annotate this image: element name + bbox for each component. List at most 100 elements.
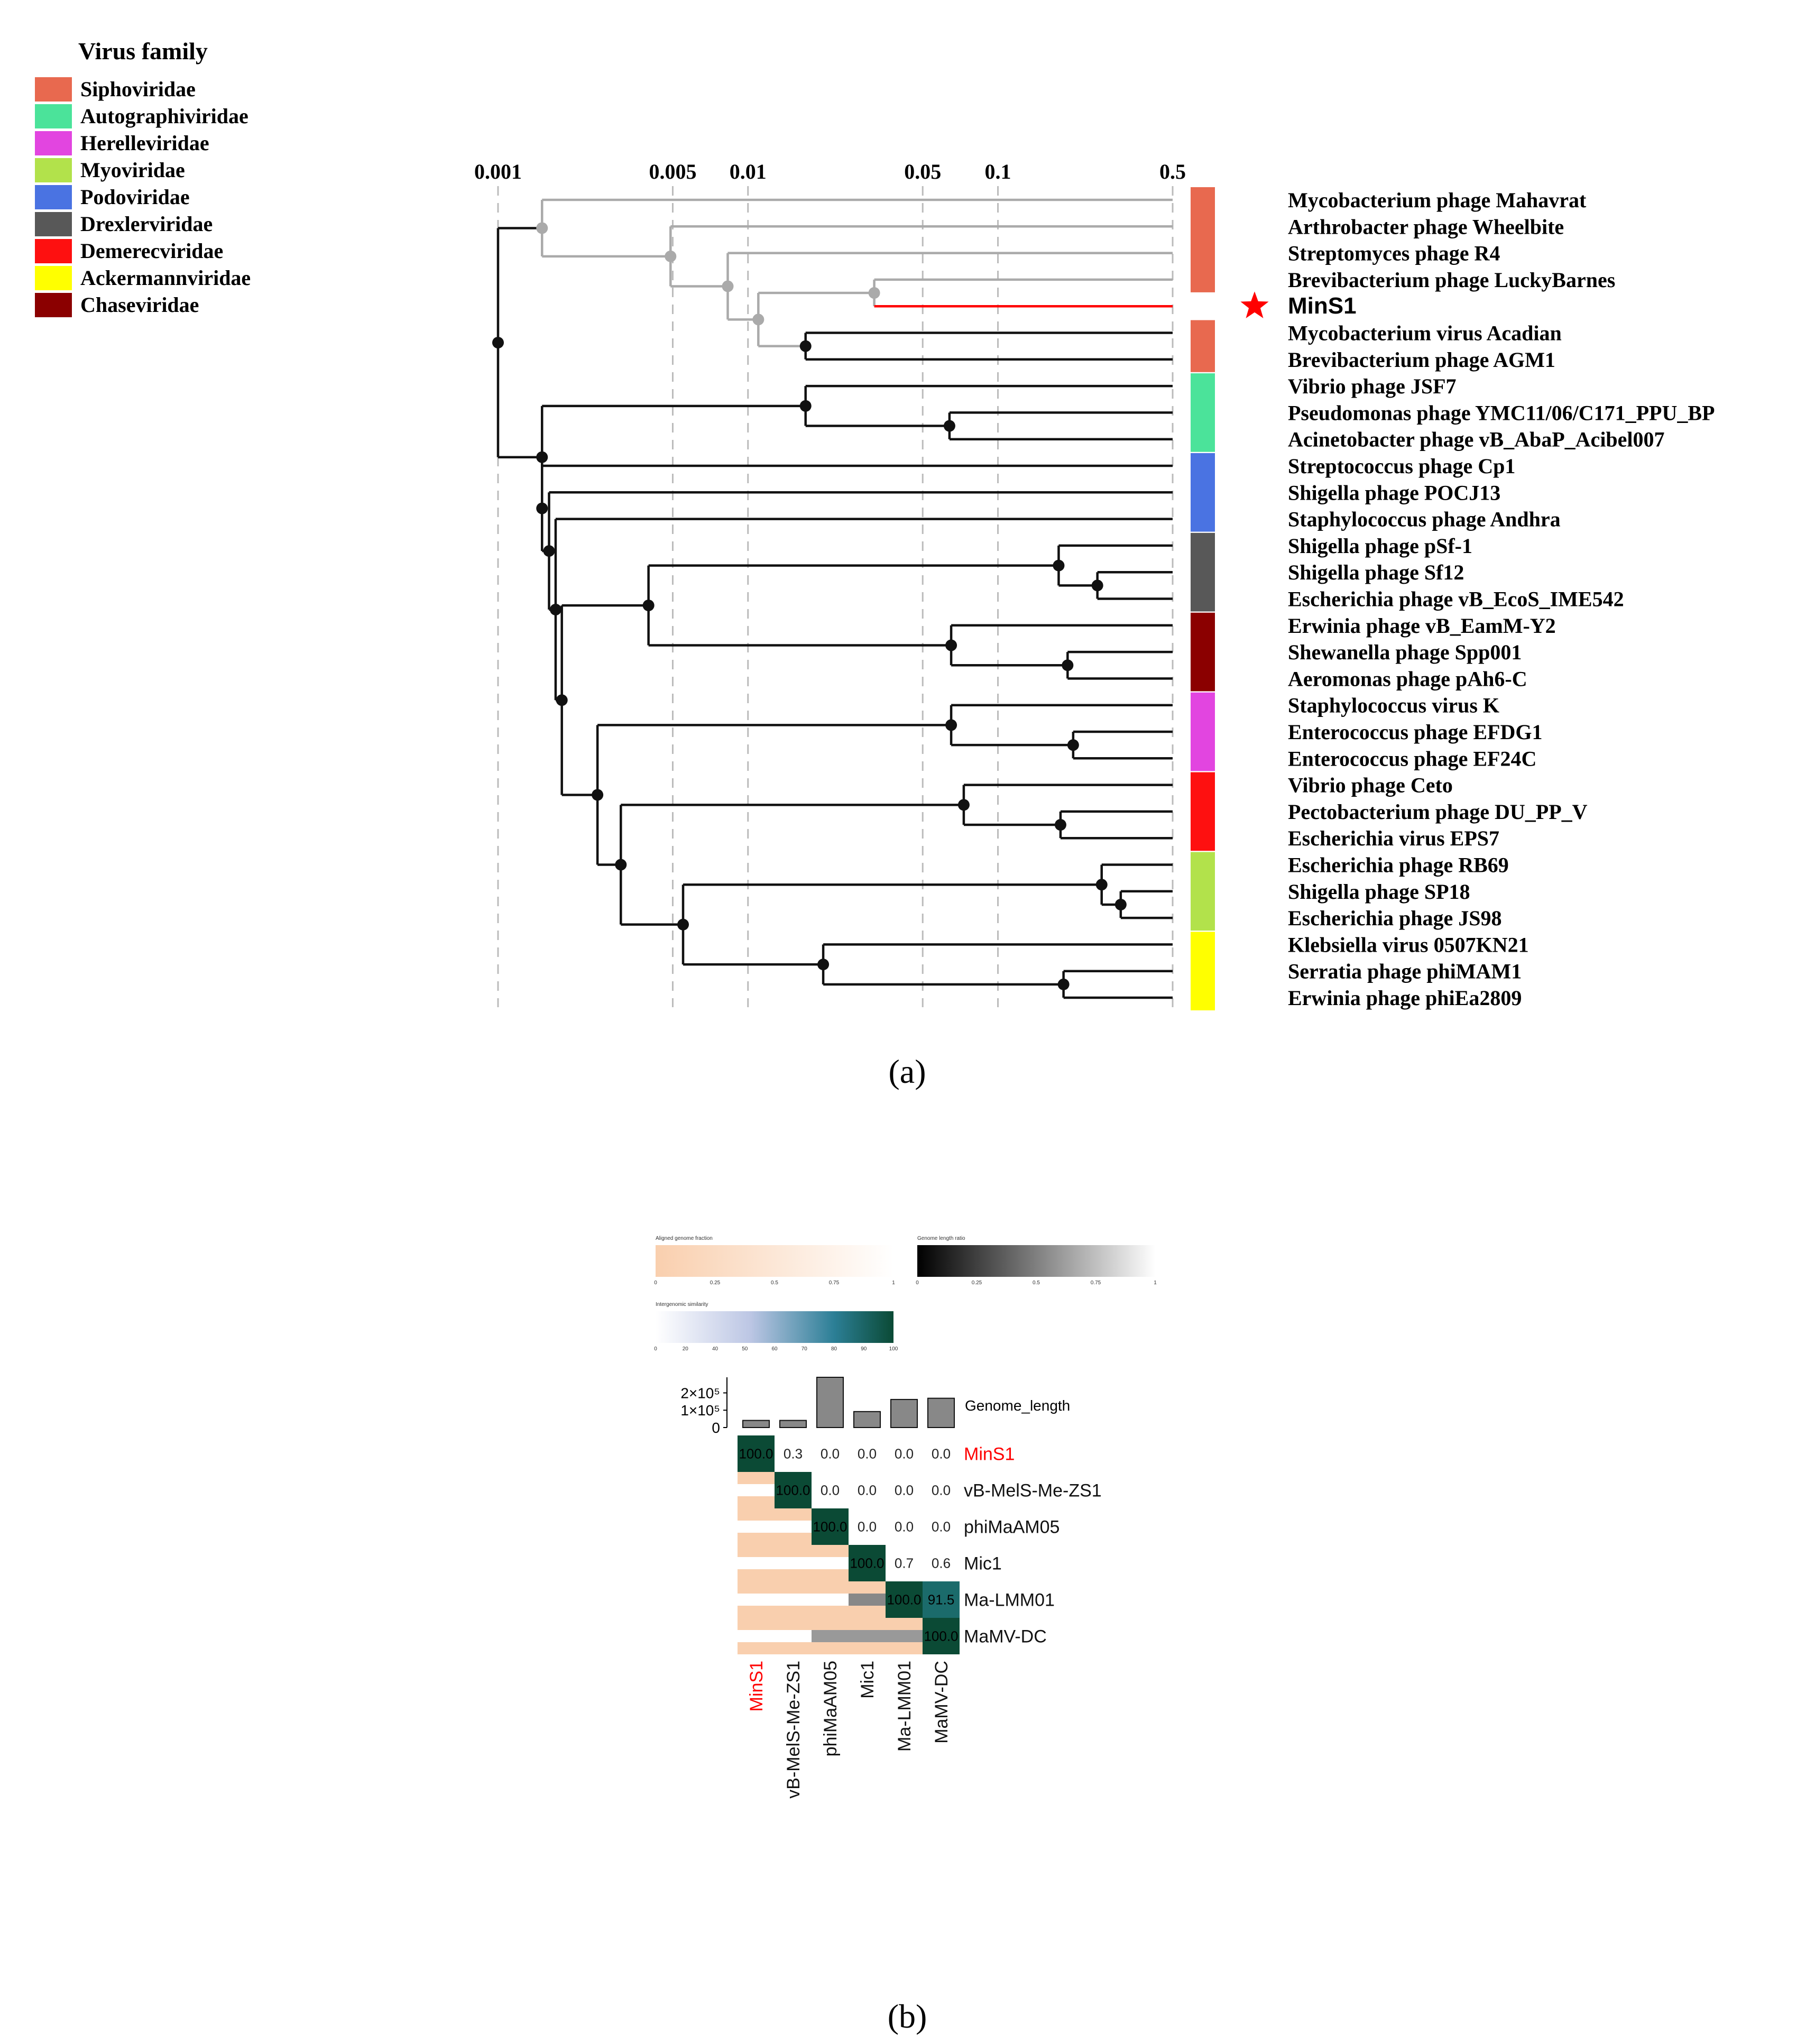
node-dot-b1 xyxy=(536,451,548,463)
heat-value-0-2: 0.0 xyxy=(821,1446,840,1462)
frac-cell-top-5-4 xyxy=(886,1618,923,1630)
frac-cell-bot-2-1 xyxy=(775,1533,812,1545)
genome-length-label: Genome_length xyxy=(965,1397,1070,1414)
scale-tick: 0 xyxy=(654,1280,657,1286)
bar-axis-label-2: 2×10⁵ xyxy=(680,1385,720,1401)
col-label-mins1: MinS1 xyxy=(747,1661,767,1711)
scale-title-intergenomic-similarity: Intergenomic similarity xyxy=(656,1302,708,1308)
tip-label-erwinia-phage-vb-eamm-y2: Erwinia phage vB_EamM-Y2 xyxy=(1288,614,1556,638)
color-scale-bar-0 xyxy=(656,1245,893,1277)
len-ratio-cell-5-3 xyxy=(849,1630,886,1642)
tip-label-erwinia-phage-phiea2809: Erwinia phage phiEa2809 xyxy=(1288,986,1522,1010)
tip-label-streptococcus-phage-cp1: Streptococcus phage Cp1 xyxy=(1288,454,1515,478)
frac-cell-top-4-1 xyxy=(775,1581,812,1594)
frac-cell-top-2-1 xyxy=(775,1508,812,1521)
heat-cell-0-0 xyxy=(738,1435,775,1472)
frac-cell-top-4-3 xyxy=(849,1581,886,1594)
heat-value-1-5: 0.0 xyxy=(932,1483,951,1498)
scale-tick: 1 xyxy=(1154,1280,1157,1286)
panel-b-caption: (b) xyxy=(888,1997,927,2035)
tip-label-pseudomonas-phage-ymc11-06-c171-ppu-bp: Pseudomonas phage YMC11/06/C171_PPU_BP xyxy=(1288,401,1715,425)
tip-label-serratia-phage-phimam1: Serratia phage phiMAM1 xyxy=(1288,960,1522,983)
color-scales: Aligned genome fraction 0 0.25 0.5 0.75 1 Geno… xyxy=(654,1236,1157,1352)
row-label-ma-lmm01: Ma-LMM01 xyxy=(964,1590,1055,1610)
tip-label-shigella-phage-psf-1: Shigella phage pSf-1 xyxy=(1288,534,1472,558)
node-dot-g1 xyxy=(536,222,548,234)
tip-label-enterococcus-phage-ef24c: Enterococcus phage EF24C xyxy=(1288,747,1536,770)
genome-length-bar-mic1 xyxy=(853,1411,881,1428)
frac-cell-bot-3-0 xyxy=(738,1569,775,1581)
node-dot-h0 xyxy=(677,918,689,931)
heat-value-0-3: 0.0 xyxy=(858,1446,877,1462)
heat-value-5-5: 100.0 xyxy=(924,1628,958,1644)
bar-axis-label-1: 1×10⁵ xyxy=(680,1402,720,1419)
heat-value-2-5: 0.0 xyxy=(932,1519,951,1535)
len-ratio-cell-3-1 xyxy=(775,1557,812,1569)
scale-tick: 0.25 xyxy=(972,1280,982,1286)
family-color-strip xyxy=(1191,187,1215,1010)
frac-cell-bot-5-1 xyxy=(775,1642,812,1654)
frac-cell-top-4-0 xyxy=(738,1581,775,1594)
len-ratio-cell-5-1 xyxy=(775,1630,812,1642)
heat-cell-1-1 xyxy=(775,1472,812,1508)
scale-tick: 0.5 xyxy=(1033,1280,1040,1286)
col-label-mic1: Mic1 xyxy=(858,1661,878,1699)
heat-value-2-2: 100.0 xyxy=(813,1519,847,1535)
tip-label-acinetobacter-phage-vb-abap-acibel007: Acinetobacter phage vB_AbaP_Acibel007 xyxy=(1288,428,1665,452)
node-dot-i0 xyxy=(1095,879,1108,891)
heat-cell-4-5 xyxy=(923,1581,960,1618)
node-dot-g4 xyxy=(752,314,764,326)
legend-label-myoviridae: Myoviridae xyxy=(80,158,185,182)
tip-label-mins1: MinS1 xyxy=(1288,293,1357,319)
axis-tick-0-001: 0.001 xyxy=(474,160,522,183)
legend-label-siphoviridae: Siphoviridae xyxy=(80,77,196,101)
family-block-drexlerviridae-4 xyxy=(1191,532,1215,612)
heat-cell-4-4 xyxy=(886,1581,923,1618)
heat-value-2-4: 0.0 xyxy=(895,1519,914,1535)
panel-b: Aligned genome fraction 0 0.25 0.5 0.75 1 Geno… xyxy=(654,1236,1157,2035)
frac-cell-top-5-3 xyxy=(849,1618,886,1630)
row-label-mamv-dc: MaMV-DC xyxy=(964,1627,1047,1647)
legend-label-drexlerviridae: Drexlerviridae xyxy=(80,212,213,236)
node-dot-g5 xyxy=(868,287,880,299)
len-ratio-cell-2-0 xyxy=(738,1521,775,1533)
axis-tick-0-1: 0.1 xyxy=(985,160,1011,183)
legend-swatch-ackermannviridae xyxy=(35,266,72,290)
row-label-mins1: MinS1 xyxy=(964,1444,1015,1465)
len-ratio-cell-5-4 xyxy=(886,1630,923,1642)
scale-title-genome-length-ratio: Genome length ratio xyxy=(917,1236,965,1241)
heat-value-0-1: 0.3 xyxy=(784,1446,803,1462)
tip-labels: Mycobacterium phage Mahavrat Arthrobacter… xyxy=(1240,188,1715,1010)
node-dot-root xyxy=(492,337,504,349)
len-ratio-cell-3-0 xyxy=(738,1557,775,1569)
tip-label-klebsiella-virus-0507kn21: Klebsiella virus 0507KN21 xyxy=(1288,933,1529,956)
row-label-vb-mels-me-zs1: vB-MelS-Me-ZS1 xyxy=(964,1481,1102,1501)
tip-label-shigella-phage-sf12: Shigella phage Sf12 xyxy=(1288,560,1464,584)
heat-value-3-5: 0.6 xyxy=(932,1555,951,1571)
node-dot-g2 xyxy=(665,250,677,262)
len-ratio-cell-4-3 xyxy=(849,1594,886,1606)
len-ratio-cell-3-2 xyxy=(812,1557,849,1569)
heat-value-0-5: 0.0 xyxy=(932,1446,951,1462)
frac-cell-bot-4-0 xyxy=(738,1606,775,1618)
frac-cell-bot-3-1 xyxy=(775,1569,812,1581)
tip-label-shewanella-phage-spp001: Shewanella phage Spp001 xyxy=(1288,640,1522,664)
heat-cell-5-5 xyxy=(923,1618,960,1654)
genome-length-bar-phimaam05 xyxy=(816,1377,844,1428)
heat-value-1-4: 0.0 xyxy=(895,1483,914,1498)
tip-label-brevibacterium-phage-agm1: Brevibacterium phage AGM1 xyxy=(1288,348,1555,372)
tip-label-vibrio-phage-ceto: Vibrio phage Ceto xyxy=(1288,774,1453,797)
len-ratio-cell-5-0 xyxy=(738,1630,775,1642)
phylogenetic-tree xyxy=(492,198,1173,999)
len-ratio-cell-4-1 xyxy=(775,1594,812,1606)
legend-label-demerecviridae: Demerecviridae xyxy=(80,239,223,263)
family-block-autographiviridae-2 xyxy=(1191,373,1215,452)
legend-swatch-chaseviridae xyxy=(35,293,72,317)
tip-label-shigella-phage-pocj13: Shigella phage POCJ13 xyxy=(1288,481,1500,504)
color-scale-bar-1 xyxy=(917,1245,1155,1277)
legend-label-herelleviridae: Herelleviridae xyxy=(80,131,209,155)
frac-cell-top-3-1 xyxy=(775,1545,812,1557)
scale-title-aligned-genome-fraction: Aligned genome fraction xyxy=(656,1236,713,1241)
legend-label-podoviridae: Podoviridae xyxy=(80,185,190,209)
